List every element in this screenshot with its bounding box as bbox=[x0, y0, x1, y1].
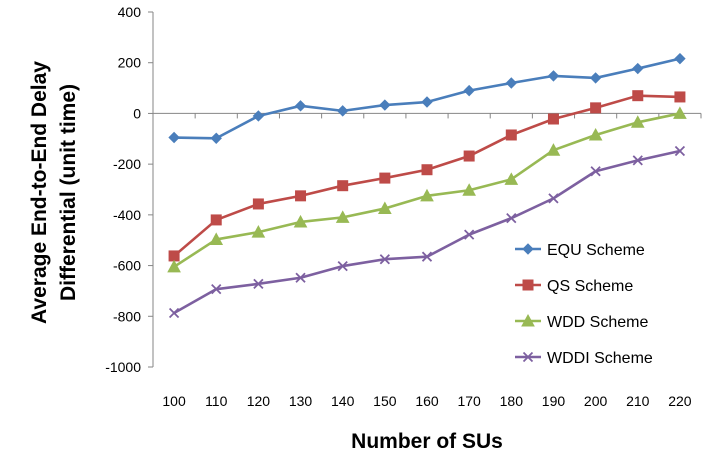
data-point-wddi-scheme bbox=[590, 166, 601, 177]
data-point-wddi-scheme bbox=[295, 272, 306, 283]
data-point-wdd-scheme bbox=[420, 188, 434, 202]
data-point-wdd-scheme bbox=[251, 225, 266, 238]
data-point-wddi-scheme bbox=[548, 193, 559, 204]
data-point-qs-scheme bbox=[547, 113, 559, 125]
data-point-qs-scheme bbox=[168, 250, 180, 262]
data-point-wddi-scheme bbox=[253, 278, 264, 289]
y-tick-label: 0 bbox=[133, 105, 141, 121]
series-equ-scheme bbox=[168, 52, 686, 144]
legend-item-equ-scheme: EQU Scheme bbox=[515, 242, 645, 259]
data-point-wddi-scheme bbox=[674, 145, 686, 157]
legend-item-qs-scheme: QS Scheme bbox=[515, 278, 633, 295]
y-tick-label: 200 bbox=[118, 55, 142, 71]
data-point-equ-scheme bbox=[505, 77, 518, 89]
y-tick-label: -200 bbox=[113, 156, 141, 172]
data-point-wdd-scheme bbox=[293, 214, 308, 228]
data-point-qs-scheme bbox=[379, 172, 391, 184]
data-point-wdd-scheme bbox=[504, 172, 519, 185]
data-point-equ-scheme bbox=[379, 99, 391, 111]
x-tick-label: 190 bbox=[542, 393, 566, 409]
x-tick-label: 210 bbox=[626, 393, 650, 409]
data-point-wddi-scheme bbox=[464, 229, 475, 240]
y-axis-title-line-1: Average End-to-End Delay bbox=[28, 61, 51, 324]
data-point-equ-scheme bbox=[336, 105, 349, 117]
y-tick-label: -800 bbox=[113, 308, 141, 324]
data-point-wdd-scheme bbox=[167, 259, 181, 273]
data-point-qs-scheme bbox=[210, 214, 222, 226]
legend-label: WDD Scheme bbox=[547, 314, 648, 331]
data-point-equ-scheme bbox=[674, 52, 686, 65]
tick-labels: -1000 -800 -600 -400 -200 0 200 400 100 110 120 130… bbox=[105, 4, 692, 409]
data-point-equ-scheme bbox=[589, 72, 602, 84]
x-tick-label: 170 bbox=[457, 393, 481, 409]
data-point-wdd-scheme bbox=[462, 183, 476, 196]
legend-item-wdd-scheme: WDD Scheme bbox=[515, 313, 648, 331]
data-point-wddi-scheme bbox=[211, 284, 222, 295]
x-tick-label: 140 bbox=[331, 393, 355, 409]
x-tick-label: 180 bbox=[500, 393, 524, 409]
data-point-equ-scheme bbox=[210, 132, 222, 144]
data-point-equ-scheme bbox=[294, 100, 307, 112]
y-tick-label: 400 bbox=[118, 4, 142, 20]
data-point-equ-scheme bbox=[463, 84, 475, 97]
legend-swatch-marker bbox=[522, 243, 534, 255]
y-tick-label: -600 bbox=[113, 258, 141, 274]
data-point-qs-scheme bbox=[421, 164, 433, 176]
x-tick-label: 130 bbox=[289, 393, 313, 409]
data-point-equ-scheme bbox=[252, 110, 265, 122]
data-point-equ-scheme bbox=[547, 70, 560, 82]
data-point-wdd-scheme bbox=[378, 201, 392, 215]
data-point-wddi-scheme bbox=[337, 260, 348, 272]
legend-swatch-marker bbox=[522, 351, 534, 363]
x-tick-label: 220 bbox=[668, 393, 692, 409]
data-point-wdd-scheme bbox=[546, 143, 561, 156]
x-tick-label: 120 bbox=[247, 393, 271, 409]
x-tick-label: 150 bbox=[373, 393, 397, 409]
y-axis-title-line-2: Differential (unit time) bbox=[57, 84, 80, 301]
series-wddi-scheme bbox=[168, 145, 686, 319]
data-point-equ-scheme bbox=[421, 96, 433, 108]
legend-label: WDDI Scheme bbox=[547, 350, 653, 367]
data-point-wdd-scheme bbox=[335, 210, 350, 223]
data-point-wddi-scheme bbox=[421, 251, 433, 262]
data-point-wdd-scheme bbox=[209, 232, 224, 245]
series bbox=[167, 52, 687, 319]
data-point-wddi-scheme bbox=[632, 155, 643, 166]
data-point-qs-scheme bbox=[295, 190, 307, 202]
legend: EQU Scheme QS Scheme WDD Scheme WDDI Scheme bbox=[515, 242, 653, 367]
x-tick-label: 160 bbox=[415, 393, 439, 409]
legend-item-wddi-scheme: WDDI Scheme bbox=[515, 350, 653, 367]
data-point-qs-scheme bbox=[674, 91, 686, 103]
axis-titles: Number of SUs Average End-to-End Delay D… bbox=[28, 61, 503, 453]
data-point-qs-scheme bbox=[590, 102, 602, 114]
data-point-wddi-scheme bbox=[379, 254, 390, 265]
y-tick-label: -1000 bbox=[105, 359, 141, 375]
x-tick-label: 200 bbox=[584, 393, 608, 409]
x-tick-label: 110 bbox=[205, 393, 228, 409]
series-qs-scheme bbox=[168, 90, 686, 262]
data-point-wddi-scheme bbox=[506, 213, 517, 224]
series-wdd-scheme bbox=[167, 106, 687, 273]
data-point-wdd-scheme bbox=[673, 106, 687, 119]
data-point-wdd-scheme bbox=[630, 115, 645, 128]
data-point-wdd-scheme bbox=[588, 127, 603, 141]
data-point-wddi-scheme bbox=[168, 307, 180, 319]
data-point-equ-scheme bbox=[632, 62, 644, 75]
data-point-qs-scheme bbox=[463, 150, 475, 162]
data-point-qs-scheme bbox=[337, 180, 349, 192]
x-axis-title: Number of SUs bbox=[351, 430, 503, 453]
legend-swatch-marker bbox=[522, 279, 534, 291]
data-point-qs-scheme bbox=[505, 129, 517, 141]
data-point-equ-scheme bbox=[168, 131, 180, 144]
legend-swatch-marker bbox=[521, 313, 535, 327]
data-point-qs-scheme bbox=[252, 198, 264, 210]
legend-label: QS Scheme bbox=[547, 278, 633, 295]
legend-label: EQU Scheme bbox=[547, 242, 645, 259]
y-tick-label: -400 bbox=[113, 207, 141, 223]
data-point-qs-scheme bbox=[632, 90, 644, 102]
x-tick-label: 100 bbox=[162, 393, 186, 409]
